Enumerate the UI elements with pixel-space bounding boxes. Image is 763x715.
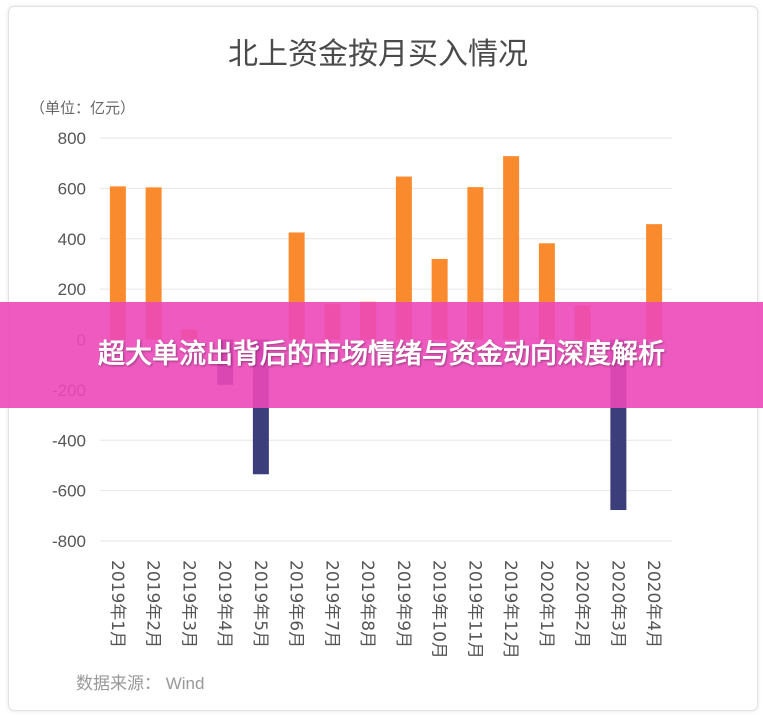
y-tick-label: 600 [58,179,86,198]
x-tick-label: 2019年10月 [429,560,449,659]
headline-banner: 超大单流出背后的市场情绪与资金动向深度解析 [0,302,763,408]
bar-1 [109,186,126,340]
bar-11 [467,187,484,340]
source-label: 数据来源： Wind [76,674,204,693]
chart-title: 北上资金按月买入情况 [228,37,528,72]
x-tick-label: 2020年4月 [643,560,663,648]
x-tick-label: 2020年1月 [536,560,556,648]
x-tick-label: 2019年5月 [250,560,270,648]
x-tick-label: 2019年11月 [464,560,484,659]
y-tick-label: -800 [52,532,86,551]
x-tick-label: 2019年3月 [178,560,198,648]
x-tick-label: 2020年2月 [572,560,592,648]
x-tick-label: 2019年1月 [107,560,127,648]
y-tick-label: -600 [52,482,86,501]
y-tick-label: 400 [58,230,86,249]
x-tick-label: 2019年2月 [143,560,163,648]
x-tick-label: 2019年12月 [500,560,520,659]
headline-text: 超大单流出背后的市场情绪与资金动向深度解析 [98,339,665,370]
x-axis-ticks: 2019年1月 2019年2月 2019年3月 2019年4月 2019年5月 2019年… [107,560,663,659]
bar-9 [395,176,412,340]
x-tick-label: 2020年3月 [607,560,627,648]
x-tick-label: 2019年4月 [214,560,234,648]
x-tick-label: 2019年8月 [357,560,377,648]
x-tick-label: 2019年7月 [321,560,341,648]
y-tick-label: 200 [58,280,86,299]
unit-label: （单位：亿元） [30,99,135,117]
bar-12 [503,156,520,340]
bar-2 [145,187,162,340]
y-tick-label: -400 [52,431,86,450]
y-tick-label: 800 [58,129,86,148]
x-tick-label: 2019年6月 [286,560,306,648]
x-tick-label: 2019年9月 [393,560,413,648]
